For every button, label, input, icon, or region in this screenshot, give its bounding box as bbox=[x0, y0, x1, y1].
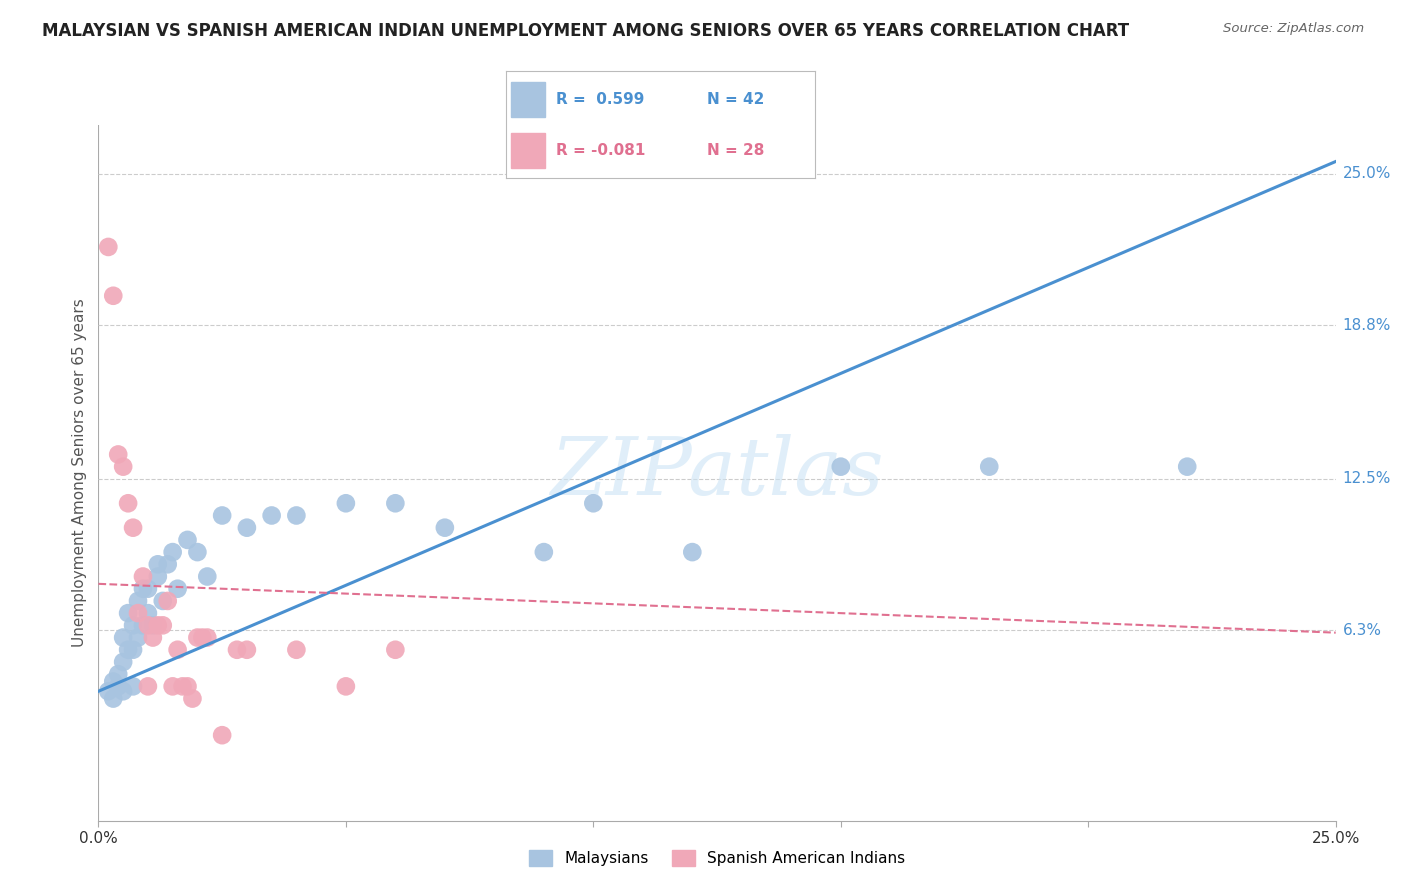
Point bbox=[117, 642, 139, 657]
Point bbox=[107, 447, 129, 461]
Point bbox=[136, 582, 159, 596]
Point bbox=[181, 691, 204, 706]
Point bbox=[226, 642, 249, 657]
Point bbox=[162, 679, 184, 693]
Point bbox=[122, 521, 145, 535]
Point bbox=[117, 496, 139, 510]
Point bbox=[142, 631, 165, 645]
Point bbox=[176, 679, 198, 693]
Point bbox=[136, 606, 159, 620]
Point bbox=[236, 521, 259, 535]
Point bbox=[979, 459, 1001, 474]
Point bbox=[211, 508, 233, 523]
Text: N = 42: N = 42 bbox=[707, 92, 765, 107]
Point bbox=[186, 545, 208, 559]
Point bbox=[285, 642, 308, 657]
Text: MALAYSIAN VS SPANISH AMERICAN INDIAN UNEMPLOYMENT AMONG SENIORS OVER 65 YEARS CO: MALAYSIAN VS SPANISH AMERICAN INDIAN UNE… bbox=[42, 22, 1129, 40]
Point bbox=[162, 545, 184, 559]
Point bbox=[166, 642, 188, 657]
Point bbox=[195, 631, 218, 645]
Point bbox=[136, 679, 159, 693]
Y-axis label: Unemployment Among Seniors over 65 years: Unemployment Among Seniors over 65 years bbox=[72, 299, 87, 647]
Point bbox=[117, 606, 139, 620]
Point bbox=[122, 679, 145, 693]
Point bbox=[195, 569, 218, 583]
Legend: Malaysians, Spanish American Indians: Malaysians, Spanish American Indians bbox=[523, 844, 911, 872]
Point bbox=[146, 569, 169, 583]
Point bbox=[132, 618, 155, 632]
Point bbox=[112, 684, 135, 698]
Point bbox=[127, 631, 149, 645]
Point bbox=[681, 545, 703, 559]
Bar bbox=[510, 133, 544, 168]
Point bbox=[97, 240, 120, 254]
Point bbox=[1175, 459, 1198, 474]
Text: N = 28: N = 28 bbox=[707, 143, 765, 158]
Point bbox=[142, 618, 165, 632]
Point bbox=[830, 459, 852, 474]
Point bbox=[103, 289, 125, 303]
Text: 25.0%: 25.0% bbox=[1343, 166, 1391, 181]
Point bbox=[152, 618, 174, 632]
Text: Source: ZipAtlas.com: Source: ZipAtlas.com bbox=[1223, 22, 1364, 36]
Point bbox=[236, 642, 259, 657]
Text: ZIPatlas: ZIPatlas bbox=[550, 434, 884, 511]
Point bbox=[127, 594, 149, 608]
Point bbox=[112, 655, 135, 669]
Point bbox=[166, 582, 188, 596]
Point bbox=[285, 508, 308, 523]
Point bbox=[211, 728, 233, 742]
Point bbox=[582, 496, 605, 510]
Point bbox=[433, 521, 456, 535]
Text: 18.8%: 18.8% bbox=[1343, 318, 1391, 333]
Point bbox=[533, 545, 555, 559]
Point bbox=[186, 631, 208, 645]
Point bbox=[103, 674, 125, 689]
Point bbox=[335, 679, 357, 693]
Point bbox=[97, 684, 120, 698]
Point bbox=[136, 618, 159, 632]
Bar bbox=[510, 82, 544, 117]
Point bbox=[172, 679, 194, 693]
Point bbox=[122, 642, 145, 657]
Point bbox=[384, 496, 406, 510]
Point bbox=[107, 679, 129, 693]
Point bbox=[122, 618, 145, 632]
Point bbox=[191, 631, 214, 645]
Point bbox=[107, 667, 129, 681]
Point bbox=[176, 533, 198, 547]
Point bbox=[384, 642, 406, 657]
Point bbox=[132, 582, 155, 596]
Text: 6.3%: 6.3% bbox=[1343, 623, 1382, 638]
Point bbox=[132, 569, 155, 583]
Point bbox=[335, 496, 357, 510]
Text: R = -0.081: R = -0.081 bbox=[555, 143, 645, 158]
Point bbox=[112, 459, 135, 474]
Text: 12.5%: 12.5% bbox=[1343, 471, 1391, 486]
Point bbox=[146, 558, 169, 572]
Point bbox=[146, 618, 169, 632]
Point bbox=[112, 631, 135, 645]
Point bbox=[103, 691, 125, 706]
Point bbox=[156, 558, 179, 572]
Point bbox=[260, 508, 283, 523]
Text: R =  0.599: R = 0.599 bbox=[555, 92, 644, 107]
Point bbox=[127, 606, 149, 620]
Point bbox=[152, 594, 174, 608]
Point bbox=[156, 594, 179, 608]
